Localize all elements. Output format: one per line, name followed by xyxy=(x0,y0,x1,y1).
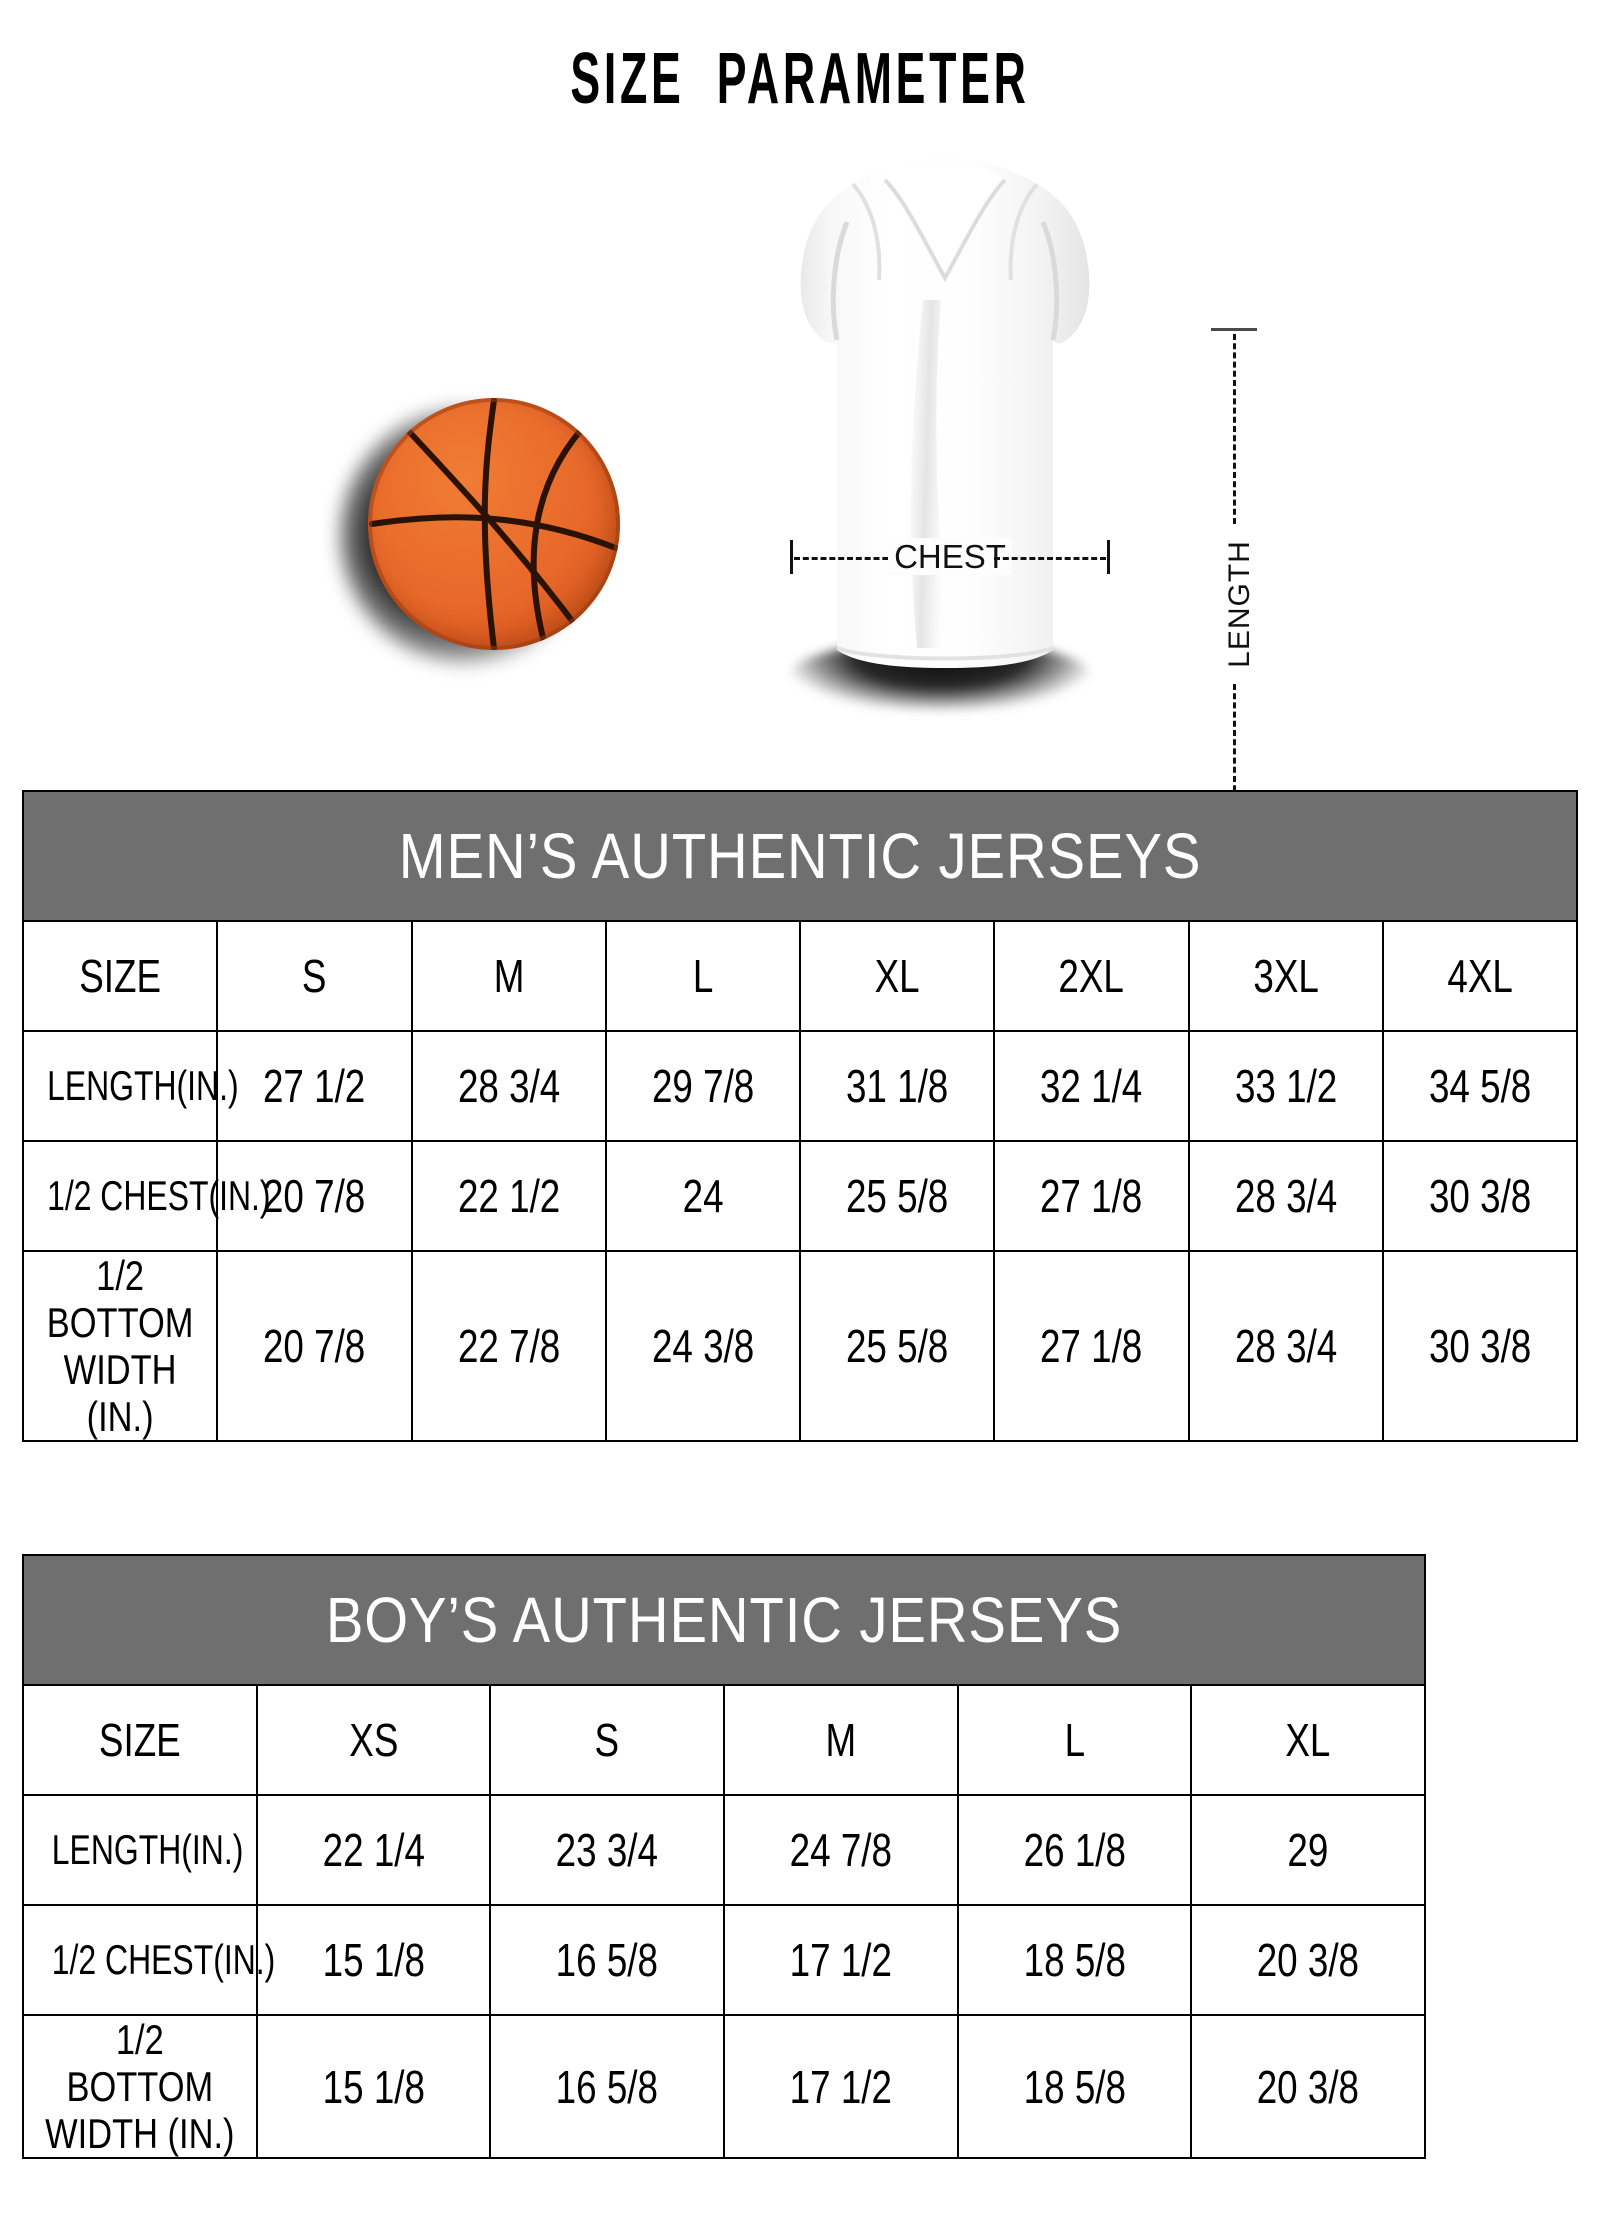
length-label: LENGTH xyxy=(1219,532,1261,676)
mens-col-3xl: 3XL xyxy=(1187,920,1384,1032)
table-cell: 24 7/8 xyxy=(722,1794,959,1906)
mens-table-banner: MEN’S AUTHENTIC JERSEYS xyxy=(22,790,1578,922)
table-cell: 28 3/4 xyxy=(410,1030,607,1142)
table-row: LENGTH(IN.) 27 1/2 28 3/4 29 7/8 31 1/8 … xyxy=(21,1030,1579,1142)
table-cell: 34 5/8 xyxy=(1381,1030,1579,1142)
table-cell: 32 1/4 xyxy=(993,1030,1190,1142)
boys-bottom-width-label: 1/2 BOTTOM WIDTH (IN.) xyxy=(22,2013,258,2160)
table-cell: 27 1/8 xyxy=(993,1140,1190,1252)
illustration-band: CHEST LENGTH xyxy=(0,150,1600,880)
table-cell: 28 3/4 xyxy=(1187,1249,1384,1443)
table-cell: 20 3/8 xyxy=(1190,2013,1426,2160)
table-cell: 27 1/8 xyxy=(993,1249,1190,1443)
table-row: 1/2 BOTTOM WIDTH (IN.) 15 1/8 16 5/8 17 1… xyxy=(22,2013,1426,2160)
boys-col-xl: XL xyxy=(1190,1684,1426,1796)
table-cell: 18 5/8 xyxy=(956,1904,1193,2016)
table-cell: 30 3/8 xyxy=(1381,1140,1579,1252)
chest-label: CHEST xyxy=(790,537,1110,577)
table-cell: 23 3/4 xyxy=(489,1794,725,1906)
table-cell: 22 1/2 xyxy=(410,1140,607,1252)
table-cell: 26 1/8 xyxy=(956,1794,1193,1906)
length-tick-top xyxy=(1211,328,1257,331)
table-cell: 20 7/8 xyxy=(216,1249,413,1443)
mens-row-header-label: SIZE xyxy=(21,920,219,1032)
table-cell: 28 3/4 xyxy=(1187,1140,1384,1252)
table-cell: 22 1/4 xyxy=(255,1794,492,1906)
chest-measurement: CHEST xyxy=(790,537,1110,577)
mens-bottom-width-label: 1/2 BOTTOM WIDTH (IN.) xyxy=(21,1249,219,1443)
length-dash-top xyxy=(1233,334,1236,524)
chest-dash-right xyxy=(994,557,1106,560)
table-row: LENGTH(IN.) 22 1/4 23 3/4 24 7/8 26 1/8 … xyxy=(22,1794,1426,1906)
boys-banner-text: BOY’S AUTHENTIC JERSEYS xyxy=(325,1584,1123,1656)
table-cell: 20 7/8 xyxy=(216,1140,413,1252)
mens-length-label: LENGTH(IN.) xyxy=(21,1030,239,1142)
length-dash-bottom xyxy=(1233,684,1236,874)
mens-header-row: SIZE S M L XL 2XL 3XL 4XL xyxy=(21,920,1579,1032)
mens-col-xl: XL xyxy=(798,920,996,1032)
boys-table-banner: BOY’S AUTHENTIC JERSEYS xyxy=(22,1554,1426,1686)
boys-row-header-label: SIZE xyxy=(22,1684,258,1796)
boys-header-row: SIZE XS S M L XL xyxy=(22,1684,1426,1796)
boys-col-s: S xyxy=(489,1684,725,1796)
table-cell: 22 7/8 xyxy=(410,1249,607,1443)
boys-size-table: BOY’S AUTHENTIC JERSEYS SIZE XS S M L XL… xyxy=(22,1554,1426,2160)
basketball-illustration xyxy=(338,390,638,690)
boys-col-m: M xyxy=(722,1684,959,1796)
mens-size-table: MEN’S AUTHENTIC JERSEYS SIZE S M L XL 2X… xyxy=(21,790,1579,1443)
boys-table-banner-row: BOY’S AUTHENTIC JERSEYS xyxy=(22,1554,1426,1686)
boys-col-xs: XS xyxy=(255,1684,492,1796)
table-cell: 33 1/2 xyxy=(1187,1030,1384,1142)
boys-col-l: L xyxy=(956,1684,1193,1796)
mens-col-m: M xyxy=(410,920,607,1032)
table-cell: 25 5/8 xyxy=(798,1140,996,1252)
mens-table-banner-row: MEN’S AUTHENTIC JERSEYS xyxy=(22,790,1578,922)
chest-tick-right xyxy=(1107,540,1110,574)
chest-dash-left xyxy=(794,557,906,560)
table-cell: 24 3/8 xyxy=(604,1249,802,1443)
table-cell: 31 1/8 xyxy=(798,1030,996,1142)
basketball-icon xyxy=(368,398,620,650)
mens-col-4xl: 4XL xyxy=(1381,920,1579,1032)
page-title: SIZE PARAMETER xyxy=(570,39,1030,119)
table-row: 1/2 BOTTOM WIDTH (IN.) 20 7/8 22 7/8 24 3… xyxy=(21,1249,1579,1443)
jersey-illustration xyxy=(735,150,1155,760)
mens-col-s: S xyxy=(216,920,413,1032)
table-cell: 16 5/8 xyxy=(489,2013,725,2160)
table-row: 1/2 CHEST(IN.) 20 7/8 22 1/2 24 25 5/8 2… xyxy=(21,1140,1579,1252)
table-cell: 15 1/8 xyxy=(255,1904,492,2016)
boys-chest-label: 1/2 CHEST(IN.) xyxy=(22,1904,275,2016)
mens-col-l: L xyxy=(604,920,802,1032)
table-cell: 17 1/2 xyxy=(722,1904,959,2016)
table-cell: 29 7/8 xyxy=(604,1030,802,1142)
mens-banner-text: MEN’S AUTHENTIC JERSEYS xyxy=(398,820,1202,892)
table-cell: 30 3/8 xyxy=(1381,1249,1579,1443)
table-cell: 29 xyxy=(1190,1794,1426,1906)
table-cell: 17 1/2 xyxy=(722,2013,959,2160)
chest-tick-left xyxy=(790,540,793,574)
table-cell: 20 3/8 xyxy=(1190,1904,1426,2016)
table-cell: 27 1/2 xyxy=(216,1030,413,1142)
table-row: 1/2 CHEST(IN.) 15 1/8 16 5/8 17 1/2 18 5… xyxy=(22,1904,1426,2016)
boys-length-label: LENGTH(IN.) xyxy=(22,1794,258,1906)
table-cell: 15 1/8 xyxy=(255,2013,492,2160)
mens-chest-label: 1/2 CHEST(IN.) xyxy=(21,1140,271,1252)
table-cell: 18 5/8 xyxy=(956,2013,1193,2160)
table-cell: 16 5/8 xyxy=(489,1904,725,2016)
mens-col-2xl: 2XL xyxy=(993,920,1190,1032)
table-cell: 24 xyxy=(604,1140,802,1252)
table-cell: 25 5/8 xyxy=(798,1249,996,1443)
